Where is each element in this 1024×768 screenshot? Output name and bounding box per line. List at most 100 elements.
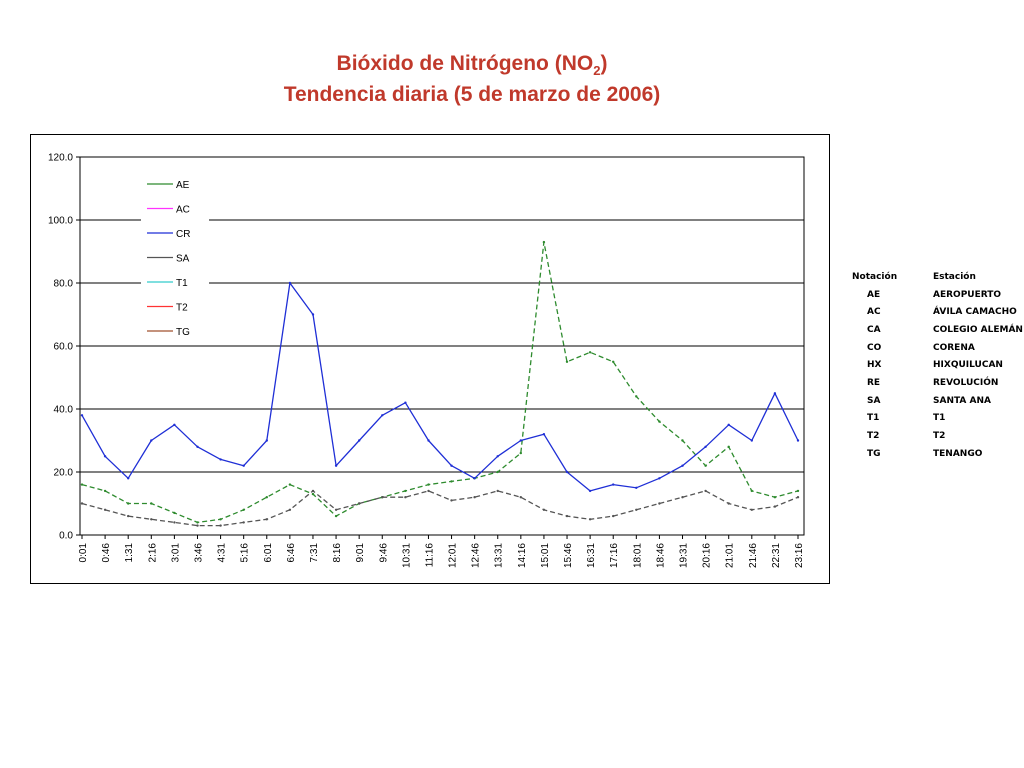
- data-point-cr: [727, 423, 730, 426]
- data-point-sa: [565, 514, 569, 518]
- data-point-ae: [242, 508, 245, 511]
- station-table-header: Notación Estación: [848, 268, 1023, 286]
- data-point-ae: [311, 492, 315, 496]
- header-notation: Notación: [852, 271, 898, 282]
- data-point-ae: [103, 489, 107, 493]
- x-tick-label: 12:46: [471, 543, 482, 568]
- x-tick-label: 13:31: [494, 543, 505, 568]
- legend-label-cr: CR: [176, 229, 190, 240]
- data-point-ae: [196, 521, 199, 524]
- y-tick-label: 20.0: [54, 468, 74, 479]
- data-point-cr: [219, 458, 222, 461]
- data-point-sa: [635, 508, 638, 511]
- data-point-ae: [750, 489, 753, 493]
- data-point-sa: [681, 496, 684, 499]
- data-point-sa: [588, 518, 592, 521]
- data-point-sa: [404, 496, 407, 499]
- data-point-ae: [450, 480, 453, 483]
- x-tick-label: 15:01: [540, 543, 551, 568]
- station-code: CO: [867, 342, 882, 353]
- station-code: SA: [867, 395, 881, 406]
- x-tick-label: 3:46: [193, 543, 204, 563]
- x-tick-label: 18:01: [632, 543, 643, 568]
- data-point-ae: [150, 502, 153, 505]
- data-point-cr: [450, 464, 453, 467]
- data-point-sa: [334, 508, 338, 511]
- data-point-ae: [288, 483, 292, 486]
- legend-label-t2: T2: [176, 303, 188, 314]
- data-point-sa: [612, 514, 615, 518]
- data-point-cr: [80, 414, 84, 417]
- x-tick-label: 14:16: [517, 543, 528, 568]
- data-point-cr: [242, 464, 245, 467]
- series-line-cr: [81, 282, 799, 492]
- data-point-cr: [265, 439, 268, 442]
- data-point-cr: [103, 455, 107, 458]
- legend-label-t1: T1: [176, 278, 188, 289]
- data-point-ae: [173, 511, 176, 515]
- data-point-sa: [103, 508, 107, 511]
- y-tick-label: 60.0: [54, 342, 74, 353]
- station-legend-table: Notación Estación AE AEROPUERTO AC ÁVILA CA…: [848, 268, 1023, 463]
- data-point-sa: [519, 496, 522, 499]
- y-tick-label: 40.0: [54, 405, 74, 416]
- station-name: T1: [933, 413, 946, 424]
- data-point-cr: [750, 439, 753, 442]
- data-point-ae: [127, 502, 130, 505]
- data-point-ae: [588, 351, 592, 354]
- line-chart: 0.0 20.0 40.0 60.0 80.0 100.0 120.0 0:01 0:46 1:3…: [48, 153, 805, 569]
- station-row: T1 T1: [848, 410, 1023, 428]
- data-point-sa: [542, 508, 546, 511]
- data-point-cr: [542, 433, 546, 436]
- y-tick-label: 0.0: [59, 531, 73, 542]
- x-tick-label: 23:16: [794, 543, 805, 568]
- x-tick-label: 0:01: [78, 543, 89, 563]
- data-point-cr: [565, 470, 569, 474]
- data-point-cr: [635, 486, 638, 489]
- data-point-sa: [196, 524, 199, 527]
- data-point-ae: [427, 483, 430, 486]
- y-tick-label: 100.0: [48, 216, 73, 227]
- station-name: REVOLUCIÓN: [933, 377, 999, 388]
- data-point-ae: [542, 240, 546, 244]
- data-point-cr: [796, 439, 800, 442]
- station-row: AC ÁVILA CAMACHO: [848, 303, 1023, 321]
- x-tick-label: 3:01: [170, 543, 181, 563]
- station-name: AEROPUERTO: [933, 289, 1002, 300]
- data-point-ae: [80, 483, 84, 486]
- data-point-ae: [658, 420, 661, 423]
- data-point-sa: [358, 502, 361, 505]
- x-tick-label: 18:46: [655, 543, 666, 568]
- data-point-ae: [565, 360, 569, 363]
- x-tick-label: 6:01: [263, 543, 274, 563]
- station-code: AC: [867, 307, 881, 318]
- data-point-cr: [704, 445, 707, 448]
- data-point-sa: [427, 489, 430, 493]
- station-row: TG TENANGO: [848, 445, 1023, 463]
- data-point-sa: [80, 502, 84, 505]
- x-tick-label: 8:16: [332, 543, 343, 563]
- station-row: T2 T2: [848, 427, 1023, 445]
- data-point-ae: [612, 360, 615, 363]
- legend-label-sa: SA: [176, 254, 190, 265]
- x-tick-label: 22:31: [771, 543, 782, 568]
- data-point-sa: [473, 496, 476, 499]
- x-tick-label: 9:01: [355, 543, 366, 563]
- x-tick-label: 19:31: [679, 543, 690, 568]
- data-point-cr: [496, 455, 499, 458]
- station-code: HX: [867, 360, 882, 371]
- data-point-cr: [127, 477, 130, 480]
- x-tick-label: 15:46: [563, 543, 574, 568]
- legend-label-ac: AC: [176, 205, 190, 216]
- data-point-cr: [773, 392, 777, 395]
- data-point-ae: [219, 518, 222, 521]
- data-point-sa: [150, 518, 153, 521]
- data-point-ae: [519, 451, 522, 455]
- data-point-cr: [381, 414, 384, 417]
- station-row: RE REVOLUCIÓN: [848, 374, 1023, 392]
- data-point-cr: [588, 489, 592, 493]
- x-tick-label: 21:01: [725, 543, 736, 568]
- legend-box: [141, 172, 209, 346]
- title-suffix: ): [600, 52, 608, 75]
- data-point-sa: [496, 489, 499, 493]
